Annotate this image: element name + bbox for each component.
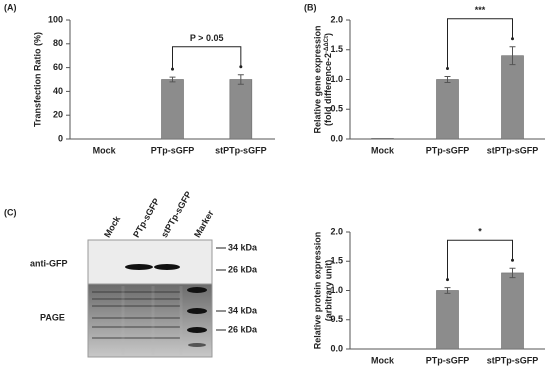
significance-bracket	[447, 18, 513, 69]
lane-label: stPTp-sGFP	[159, 190, 193, 240]
error-bar	[444, 76, 451, 83]
marker-label: 26 kDa	[228, 264, 258, 274]
y-tick-label: 80	[53, 38, 63, 48]
y-axis-label-part: (fold difference-2	[323, 53, 333, 126]
y-axis-label: Transfection Ratio (%)	[32, 32, 42, 127]
significance-label: *	[478, 227, 482, 237]
significance-label: ***	[475, 5, 486, 15]
lane-label: Marker	[192, 208, 216, 239]
significance-bracket	[447, 239, 513, 280]
error-bar	[509, 46, 516, 66]
y-tick-label: 40	[53, 86, 63, 96]
bracket-end	[171, 67, 174, 71]
x-tick-label: stPTp-sGFP	[215, 145, 267, 155]
x-tick-label: Mock	[371, 145, 395, 155]
y-tick-label: 2.0	[330, 226, 343, 236]
blot: anti-GFP PAGE 34 kDa 26 kDa 34 kDa 26 kD…	[30, 190, 258, 358]
x-tick-label: stPTp-sGFP	[487, 355, 539, 365]
y-tick-label: 20	[53, 110, 63, 120]
bar	[501, 55, 524, 140]
x-tick-label: PTp-sGFP	[151, 145, 195, 155]
bar	[501, 272, 524, 350]
y-axis-label: (fold difference-2-ΔΔCt)	[323, 33, 333, 126]
panel-label: (C)	[4, 207, 17, 217]
row-label: PAGE	[40, 312, 65, 322]
error-bar	[509, 267, 516, 279]
bracket-end	[446, 67, 449, 71]
marker-label: 34 kDa	[228, 305, 258, 315]
y-tick-label: 0.5	[330, 104, 343, 114]
panel-label: (A)	[4, 2, 17, 12]
x-tick-label: stPTp-sGFP	[487, 145, 539, 155]
y-axis-label-part: -ΔΔCt	[324, 36, 330, 53]
y-tick-label: 1.5	[330, 44, 343, 54]
bracket-end	[446, 278, 449, 282]
marker-bands	[187, 287, 207, 347]
blot-top	[87, 239, 213, 285]
y-axis-label: (arbitrary unit)	[323, 260, 333, 322]
lane-label: PTp-sGFP	[131, 197, 161, 240]
x-tick-label: Mock	[371, 355, 395, 365]
row-label: anti-GFP	[30, 258, 68, 268]
significance-label: P > 0.05	[190, 33, 224, 43]
bracket-end	[239, 65, 243, 69]
bar	[229, 79, 253, 140]
y-axis-label-part: )	[323, 33, 333, 36]
lane-label: Mock	[102, 213, 123, 239]
panel-label: (B)	[304, 2, 317, 12]
significance-bracket	[172, 46, 242, 70]
error-bar	[237, 74, 244, 85]
y-tick-label: 60	[53, 62, 63, 72]
y-tick-label: 100	[48, 14, 63, 24]
error-bar	[444, 287, 451, 294]
y-tick-label: 0.5	[330, 314, 343, 324]
x-tick-label: PTp-sGFP	[426, 355, 470, 365]
y-tick-label: 2.0	[330, 14, 343, 24]
y-axis-label: Relative gene expression	[312, 25, 322, 133]
y-axis-label: Relative protein expression	[312, 232, 322, 350]
bar	[371, 138, 394, 140]
y-tick-label: 0.0	[330, 133, 343, 143]
band	[154, 264, 180, 270]
gel-lane-gaps	[121, 286, 183, 355]
gel-bands	[92, 291, 180, 339]
y-tick-label: 0.0	[330, 343, 343, 353]
y-tick-label: 1.0	[330, 285, 343, 295]
error-bar	[169, 76, 176, 83]
bar	[436, 79, 459, 140]
bracket-end	[511, 258, 514, 262]
bar	[436, 290, 459, 350]
marker-arrows	[216, 247, 226, 331]
marker-label: 34 kDa	[228, 242, 258, 252]
x-tick-label: Mock	[93, 145, 117, 155]
y-tick-label: 0	[58, 133, 63, 143]
y-tick-label: 1.0	[330, 74, 343, 84]
band	[125, 264, 153, 270]
marker-label: 26 kDa	[228, 324, 258, 334]
bracket-end	[511, 37, 514, 41]
x-tick-label: PTp-sGFP	[426, 145, 470, 155]
y-tick-label: 1.5	[330, 256, 343, 266]
bar	[161, 79, 184, 140]
